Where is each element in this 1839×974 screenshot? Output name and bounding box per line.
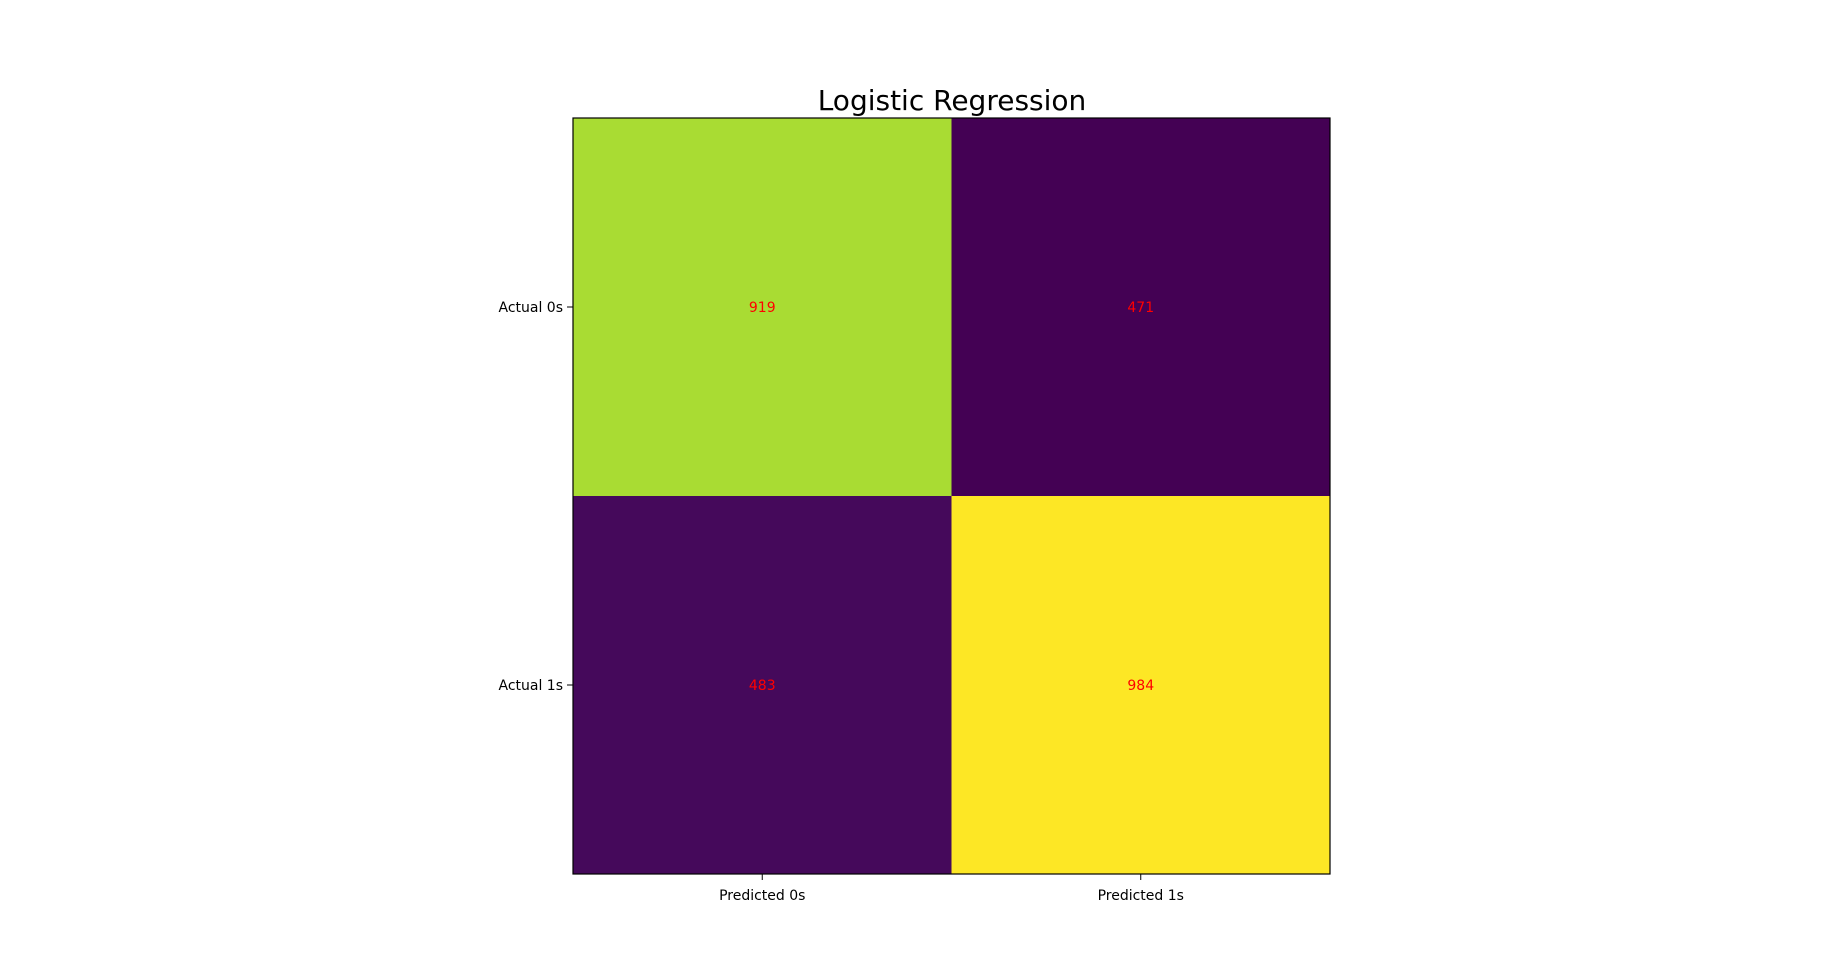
x-tick-label-1: Predicted 1s — [1098, 888, 1184, 904]
y-axis-ticks: Actual 0s Actual 1s — [498, 300, 573, 694]
x-axis-ticks: Predicted 0s Predicted 1s — [719, 874, 1184, 904]
x-tick-label-0: Predicted 0s — [719, 888, 805, 904]
heatmap-cell-r1-c1 — [951, 496, 1331, 875]
cell-value-r0-c1: 471 — [1127, 300, 1154, 316]
plot-frame — [572, 117, 1331, 875]
cell-value-r1-c1: 984 — [1127, 678, 1154, 694]
chart-title: Logistic Regression — [818, 84, 1087, 117]
cell-value-r0-c0: 919 — [749, 300, 776, 316]
y-tick-label-1: Actual 1s — [498, 678, 563, 694]
cell-value-r1-c0: 483 — [749, 678, 776, 694]
heatmap-cell-r0-c0 — [573, 118, 952, 497]
heatmap-cells: 919 471 483 984 — [573, 118, 1331, 875]
y-tick-label-0: Actual 0s — [498, 300, 563, 316]
heatmap-cell-r0-c1 — [951, 118, 1331, 497]
heatmap-cell-r1-c0 — [573, 496, 952, 875]
